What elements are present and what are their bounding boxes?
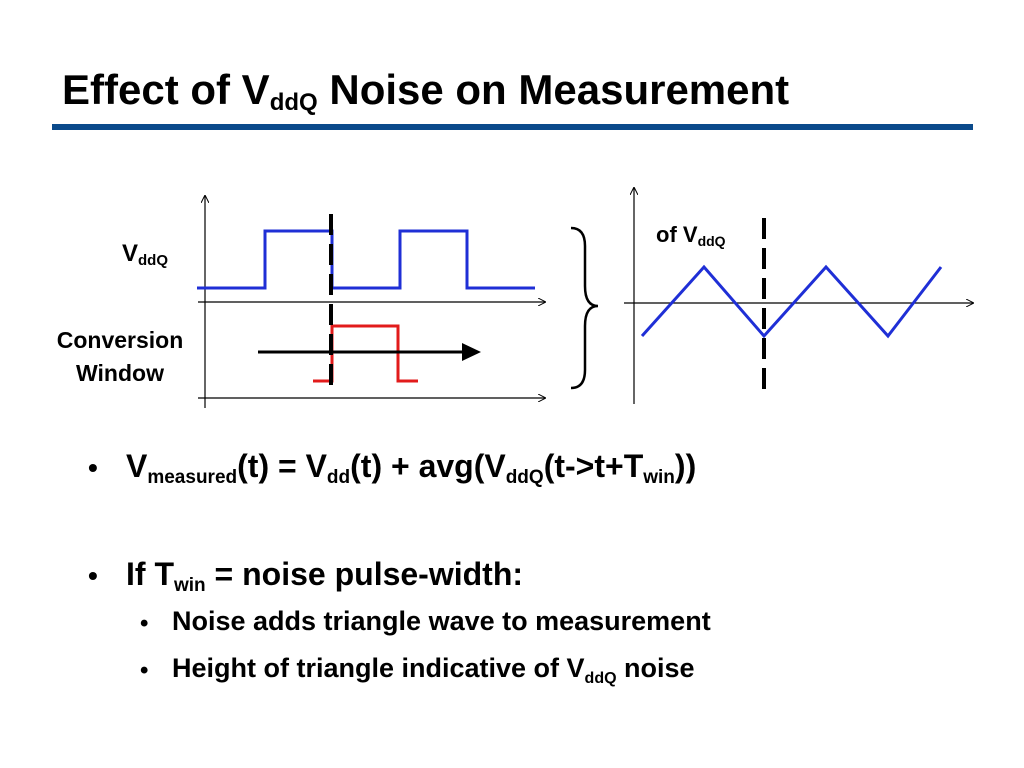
bullet-marker: • (88, 452, 98, 483)
conversion-window-label: Conversion Window (38, 324, 202, 390)
bullet-text: (t) = V (237, 448, 327, 484)
title-underline (52, 124, 973, 130)
bullet-item-2: If Twin = noise pulse-width: (126, 556, 523, 597)
bullet-subscript: dd (326, 467, 351, 488)
bullet-marker: • (140, 610, 149, 637)
conversion-label-line2: Window (76, 360, 164, 386)
right-label-sub: ddQ (697, 233, 726, 249)
vddq-square-wave (197, 229, 535, 290)
bullet-subscript: ddQ (505, 467, 544, 488)
right-label-main: of V (656, 222, 698, 247)
window-time-arrowhead (462, 343, 481, 361)
bullet-text: If T (126, 556, 174, 592)
vddq-label-main: V (122, 240, 139, 267)
bullet-item-1: Vmeasured(t) = Vdd(t) + avg(VddQ(t->t+Tw… (126, 448, 696, 489)
bullet-text: = noise pulse-width: (205, 556, 524, 592)
bullet-item-3: Noise adds triangle wave to measurement (172, 606, 711, 637)
bullet-text: (t) + avg(V (350, 448, 506, 484)
conversion-label-line1: Conversion (56, 327, 184, 353)
vddq-label: VddQ (122, 240, 168, 269)
title-text-end: Noise on Measurement (317, 66, 790, 113)
slide-title: Effect of VddQ Noise on Measurement (62, 66, 789, 117)
bullet-text: V (126, 448, 148, 484)
bullet-text: )) (674, 448, 697, 484)
bullet-subscript: win (643, 467, 675, 488)
bullet-subscript: measured (147, 467, 238, 488)
vddq-label-sub: ddQ (138, 252, 169, 269)
bullet-subscript: win (173, 575, 206, 596)
bullet-item-4: Height of triangle indicative of VddQ no… (172, 653, 695, 688)
bullet-text: Noise adds triangle wave to measurement (172, 606, 711, 636)
bullet-marker: • (88, 560, 98, 591)
bullet-text: (t->t+T (543, 448, 644, 484)
conversion-window-pulse (313, 324, 418, 383)
bullet-subscript: ddQ (584, 670, 617, 687)
title-subscript: ddQ (269, 89, 318, 116)
bullet-text: noise (616, 653, 695, 683)
triangle-wave (640, 264, 943, 339)
curly-brace (570, 226, 599, 390)
bullet-text: Height of triangle indicative of V (172, 653, 585, 683)
title-text: Effect of V (62, 66, 270, 113)
bullet-marker: • (140, 657, 149, 684)
right-plot-label: of VddQ (656, 222, 726, 249)
